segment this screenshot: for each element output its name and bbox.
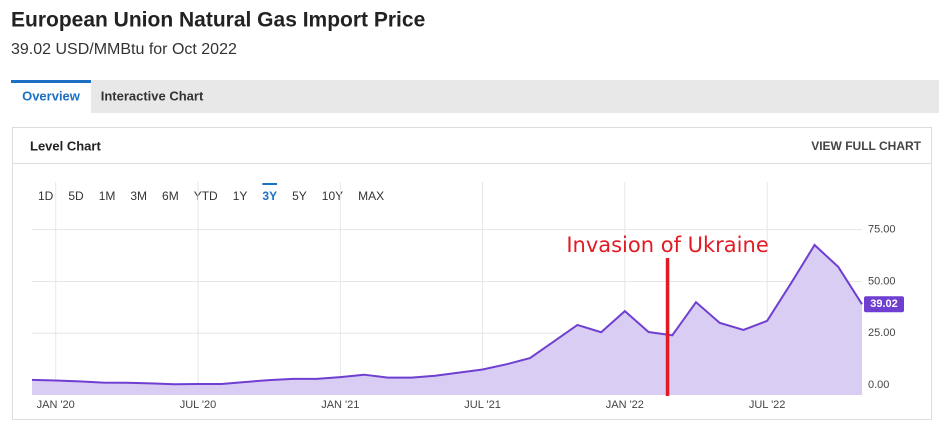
range-indicator (262, 183, 278, 185)
area (32, 244, 862, 395)
range-button[interactable]: 10Y (322, 189, 343, 203)
y-tick-label: 50.00 (868, 275, 896, 287)
page-subtitle: 39.02 USD/MMBtu for Oct 2022 (11, 41, 237, 58)
y-tick-label: 0.00 (868, 379, 889, 391)
tab[interactable]: Overview (22, 88, 81, 103)
x-tick-label: JAN '21 (321, 399, 359, 411)
annotation: Invasion of Ukraine (566, 233, 768, 257)
range-button[interactable]: 3Y (262, 189, 277, 203)
x-tick-label: JUL '20 (180, 399, 217, 411)
last-value-label: 39.02 (870, 298, 898, 310)
x-tick-label: JAN '22 (606, 399, 644, 411)
y-tick-label: 25.00 (868, 327, 896, 339)
tab-active[interactable] (11, 80, 91, 113)
range-button[interactable]: 5Y (292, 189, 307, 203)
range-button[interactable]: MAX (358, 189, 384, 203)
view-full-chart[interactable]: VIEW FULL CHART (811, 139, 921, 153)
range-button[interactable]: 1M (99, 189, 116, 203)
range-button[interactable]: 1D (38, 189, 54, 203)
range-button[interactable]: 1Y (233, 189, 248, 203)
tab-bar (11, 80, 939, 113)
x-tick-label: JUL '21 (464, 399, 501, 411)
panel-title: Level Chart (30, 138, 101, 153)
tab-indicator (11, 80, 91, 83)
x-tick-label: JAN '20 (37, 399, 75, 411)
range-button[interactable]: 5D (68, 189, 84, 203)
range-button[interactable]: 6M (162, 189, 179, 203)
page-title: European Union Natural Gas Import Price (11, 9, 425, 32)
y-tick-label: 75.00 (868, 224, 896, 236)
range-button[interactable]: YTD (194, 189, 218, 203)
last-value-box (864, 296, 904, 313)
range-button[interactable]: 3M (130, 189, 147, 203)
tab[interactable]: Interactive Chart (101, 88, 204, 103)
line (31, 243, 863, 386)
x-tick-label: JUL '22 (749, 399, 786, 411)
